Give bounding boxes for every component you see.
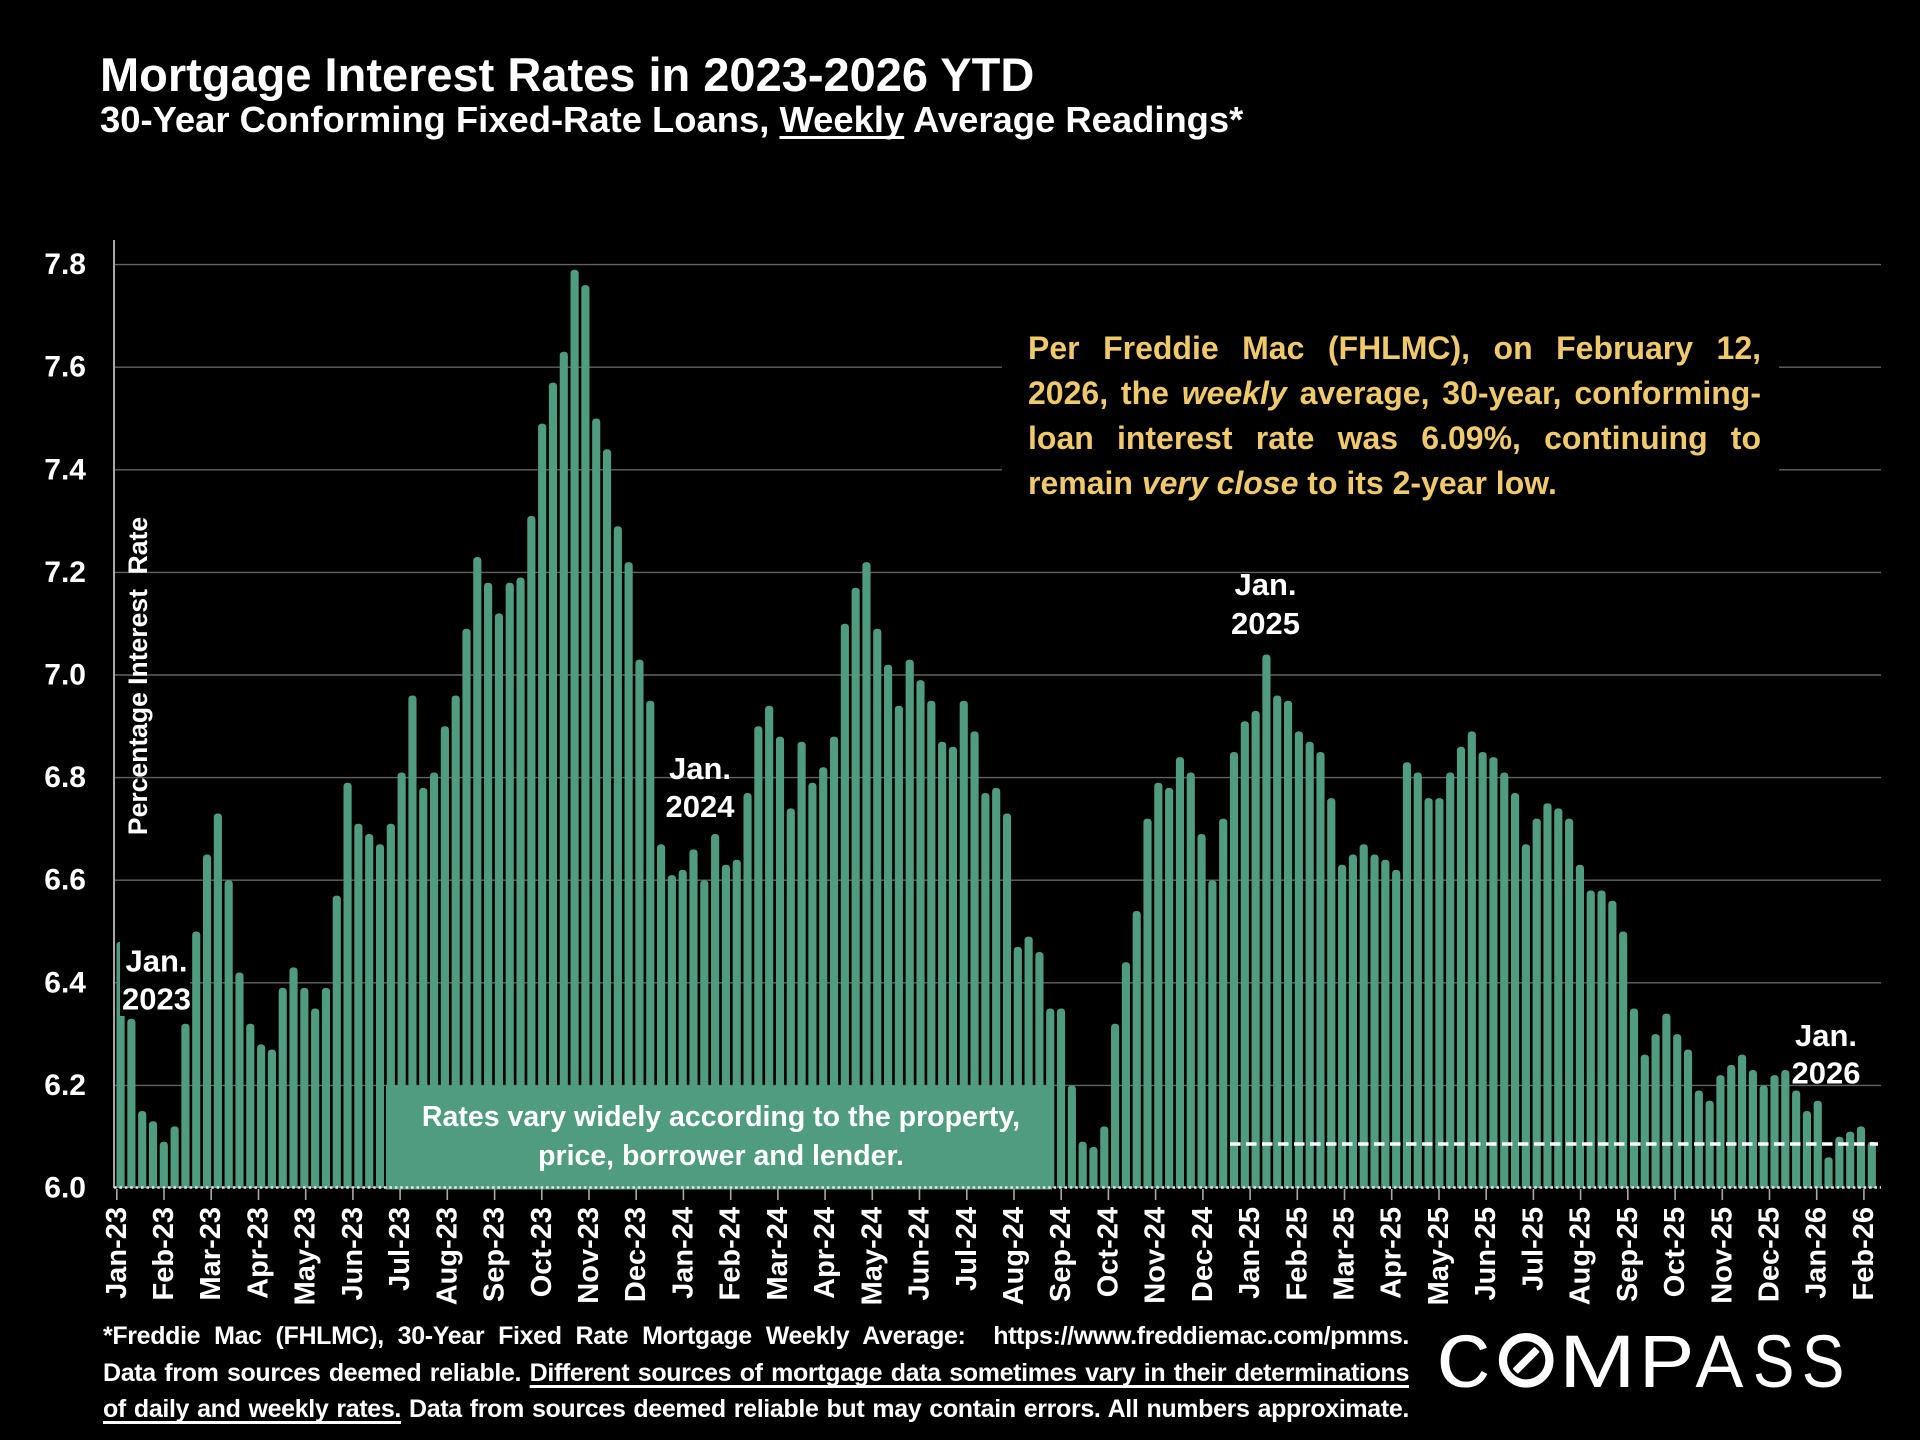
svg-text:Jan.: Jan. bbox=[1795, 1018, 1857, 1053]
svg-text:Jun-24: Jun-24 bbox=[904, 1207, 936, 1300]
svg-text:Oct-24: Oct-24 bbox=[1092, 1207, 1124, 1297]
svg-text:Aug-24: Aug-24 bbox=[998, 1207, 1030, 1305]
svg-text:C: C bbox=[1439, 1321, 1490, 1404]
svg-text:7.0: 7.0 bbox=[44, 659, 86, 692]
svg-text:2023: 2023 bbox=[122, 982, 191, 1017]
svg-text:Feb-26: Feb-26 bbox=[1848, 1207, 1880, 1300]
svg-text:S: S bbox=[1753, 1321, 1795, 1403]
svg-text:7.2: 7.2 bbox=[44, 556, 86, 589]
svg-text:Jan.: Jan. bbox=[125, 944, 187, 979]
svg-text:Jul-24: Jul-24 bbox=[951, 1207, 983, 1291]
svg-text:May-23: May-23 bbox=[290, 1207, 322, 1305]
svg-text:Oct-23: Oct-23 bbox=[526, 1207, 558, 1297]
svg-text:Jun-23: Jun-23 bbox=[337, 1207, 369, 1300]
svg-text:6.0: 6.0 bbox=[44, 1172, 86, 1205]
svg-text:Jan-25: Jan-25 bbox=[1234, 1207, 1266, 1299]
svg-text:Oct-25: Oct-25 bbox=[1659, 1207, 1691, 1297]
svg-text:2024: 2024 bbox=[666, 789, 736, 824]
svg-text:A: A bbox=[1696, 1321, 1744, 1403]
svg-text:S: S bbox=[1802, 1320, 1845, 1403]
svg-text:C: C bbox=[1437, 1322, 1500, 1403]
svg-text:May-24: May-24 bbox=[856, 1207, 888, 1305]
svg-text:M: M bbox=[1559, 1320, 1636, 1403]
svg-text:Percentage Interest Rate: Percentage Interest Rate bbox=[123, 517, 153, 835]
svg-text:Aug-25: Aug-25 bbox=[1565, 1207, 1597, 1305]
svg-text:Apr-25: Apr-25 bbox=[1376, 1207, 1408, 1299]
svg-text:Mar-25: Mar-25 bbox=[1329, 1207, 1361, 1301]
svg-text:Rates vary widely according to: Rates vary widely according to the prope… bbox=[422, 1101, 1020, 1133]
svg-text:7.4: 7.4 bbox=[44, 453, 86, 486]
svg-text:Jan-24: Jan-24 bbox=[667, 1207, 699, 1299]
svg-text:Jan-23: Jan-23 bbox=[101, 1207, 133, 1299]
svg-text:Dec-23: Dec-23 bbox=[620, 1207, 652, 1302]
svg-text:2026: 2026 bbox=[1792, 1056, 1861, 1091]
svg-text:Dec-25: Dec-25 bbox=[1754, 1207, 1786, 1302]
svg-text:Jul-25: Jul-25 bbox=[1517, 1207, 1549, 1291]
svg-text:Sep-23: Sep-23 bbox=[479, 1207, 511, 1302]
svg-text:P: P bbox=[1639, 1320, 1694, 1403]
svg-text:Nov-23: Nov-23 bbox=[573, 1207, 605, 1304]
svg-text:6.8: 6.8 bbox=[44, 761, 86, 794]
svg-text:6.2: 6.2 bbox=[44, 1069, 86, 1102]
svg-text:Feb-24: Feb-24 bbox=[715, 1207, 747, 1300]
svg-text:Nov-25: Nov-25 bbox=[1706, 1207, 1738, 1304]
svg-text:Jan.: Jan. bbox=[669, 751, 731, 786]
svg-text:2025: 2025 bbox=[1231, 606, 1300, 641]
svg-text:Jul-23: Jul-23 bbox=[384, 1207, 416, 1291]
svg-text:7.8: 7.8 bbox=[44, 248, 86, 281]
svg-text:Apr-23: Apr-23 bbox=[243, 1207, 275, 1299]
svg-text:Nov-24: Nov-24 bbox=[1140, 1207, 1172, 1304]
svg-text:Feb-25: Feb-25 bbox=[1281, 1207, 1313, 1300]
svg-text:May-25: May-25 bbox=[1423, 1207, 1455, 1305]
svg-text:Sep-25: Sep-25 bbox=[1612, 1207, 1644, 1302]
svg-text:Apr-24: Apr-24 bbox=[809, 1207, 841, 1299]
svg-text:Jun-25: Jun-25 bbox=[1470, 1207, 1502, 1300]
svg-text:Aug-23: Aug-23 bbox=[431, 1207, 463, 1305]
svg-text:Jan.: Jan. bbox=[1234, 567, 1296, 602]
svg-text:7.6: 7.6 bbox=[44, 351, 86, 384]
svg-text:Jan-26: Jan-26 bbox=[1801, 1207, 1833, 1299]
svg-text:price, borrower and lender.: price, borrower and lender. bbox=[538, 1140, 904, 1172]
svg-text:Mar-23: Mar-23 bbox=[195, 1207, 227, 1301]
svg-text:6.4: 6.4 bbox=[44, 966, 86, 999]
svg-text:Dec-24: Dec-24 bbox=[1187, 1207, 1219, 1302]
svg-text:Sep-24: Sep-24 bbox=[1045, 1207, 1077, 1302]
svg-text:Mar-24: Mar-24 bbox=[762, 1207, 794, 1301]
svg-text:6.6: 6.6 bbox=[44, 864, 86, 897]
svg-text:Feb-23: Feb-23 bbox=[148, 1207, 180, 1300]
